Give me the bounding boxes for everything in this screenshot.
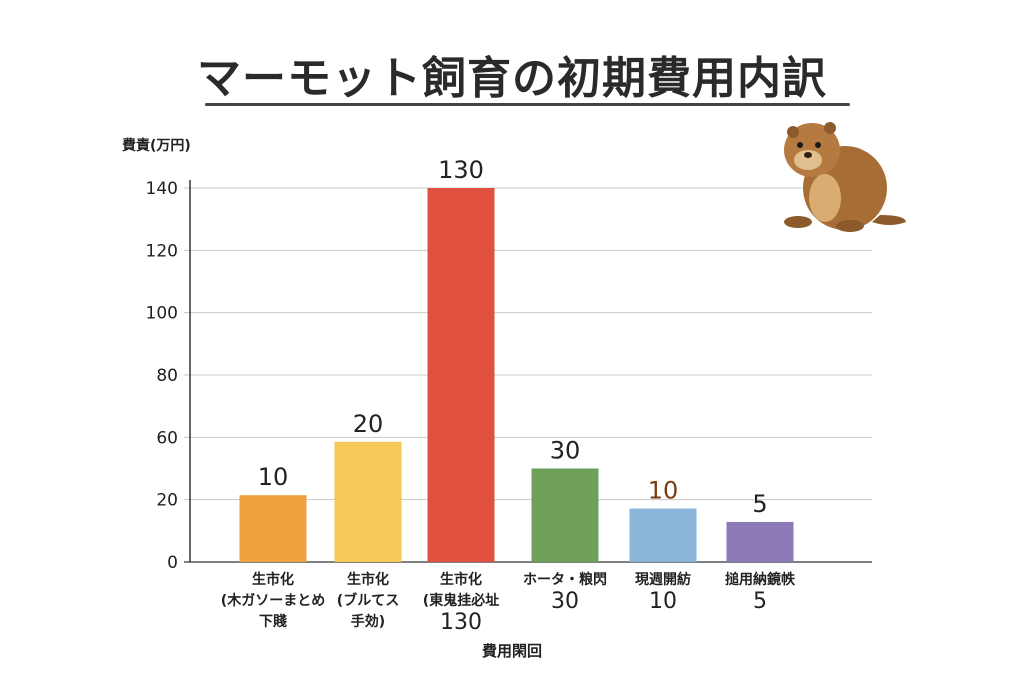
x-tick-label: 生市化 (木ガソーまとめ 下賤 xyxy=(218,570,328,633)
x-tick-label-line: ホータ・粮閃 xyxy=(523,572,607,588)
y-tick-label: 20 xyxy=(156,491,178,511)
data-label: 10 xyxy=(258,463,289,491)
data-label: 20 xyxy=(353,410,384,438)
x-tick-label-line: (東鬼挂必址 xyxy=(422,593,500,609)
bar xyxy=(334,441,402,562)
x-tick-label-line: 搥用納鏡帙 xyxy=(725,572,795,588)
x-tick-label-line: 手効) xyxy=(350,614,386,630)
bar xyxy=(531,468,599,562)
x-tick-label: ホータ・粮閃 30 xyxy=(510,570,620,614)
x-tick-label: 生市化 (東鬼挂必址 130 xyxy=(406,570,516,635)
bar xyxy=(726,521,794,562)
bar xyxy=(239,495,307,562)
y-tick-label: 140 xyxy=(146,179,178,199)
x-tick-label-line: 下賤 xyxy=(259,614,287,630)
bar xyxy=(427,188,495,562)
x-tick-label-line: (木ガソーまとめ xyxy=(220,593,326,609)
x-axis-label: 費用閑回 xyxy=(481,642,542,660)
x-tick-label-line: 現週開紡 xyxy=(635,572,691,588)
x-tick-label: 生市化 (ブルてス手効) xyxy=(313,570,423,633)
x-tick-label-line: 生市化 xyxy=(440,572,482,588)
data-label: 10 xyxy=(648,477,679,505)
data-label: 30 xyxy=(550,437,581,465)
x-tick-label-line: 30 xyxy=(551,589,579,614)
x-tick-label-line: (ブルてス xyxy=(336,593,400,609)
chart-title: マーモット飼育の初期費用内訳 xyxy=(197,53,827,104)
y-tick-label: 0 xyxy=(167,553,178,573)
y-tick-label: 120 xyxy=(146,241,178,261)
y-axis-label: 費責(万円) xyxy=(122,138,191,154)
title-underline xyxy=(205,103,850,106)
data-label: 130 xyxy=(438,156,484,184)
y-tick-label: 100 xyxy=(146,304,178,324)
y-tick-label: 60 xyxy=(156,428,178,448)
x-tick-label: 現週開紡 10 xyxy=(608,570,718,614)
x-tick-label-line: 生市化 xyxy=(252,572,294,588)
x-tick-label-line: 10 xyxy=(649,589,677,614)
x-tick-label-line: 130 xyxy=(440,610,482,635)
x-tick-label-line: 5 xyxy=(753,589,767,614)
bar xyxy=(629,508,697,562)
x-tick-label-line: 生市化 xyxy=(347,572,389,588)
data-label: 5 xyxy=(752,490,767,518)
x-tick-label: 搥用納鏡帙 5 xyxy=(705,570,815,614)
y-tick-label: 80 xyxy=(156,366,178,386)
